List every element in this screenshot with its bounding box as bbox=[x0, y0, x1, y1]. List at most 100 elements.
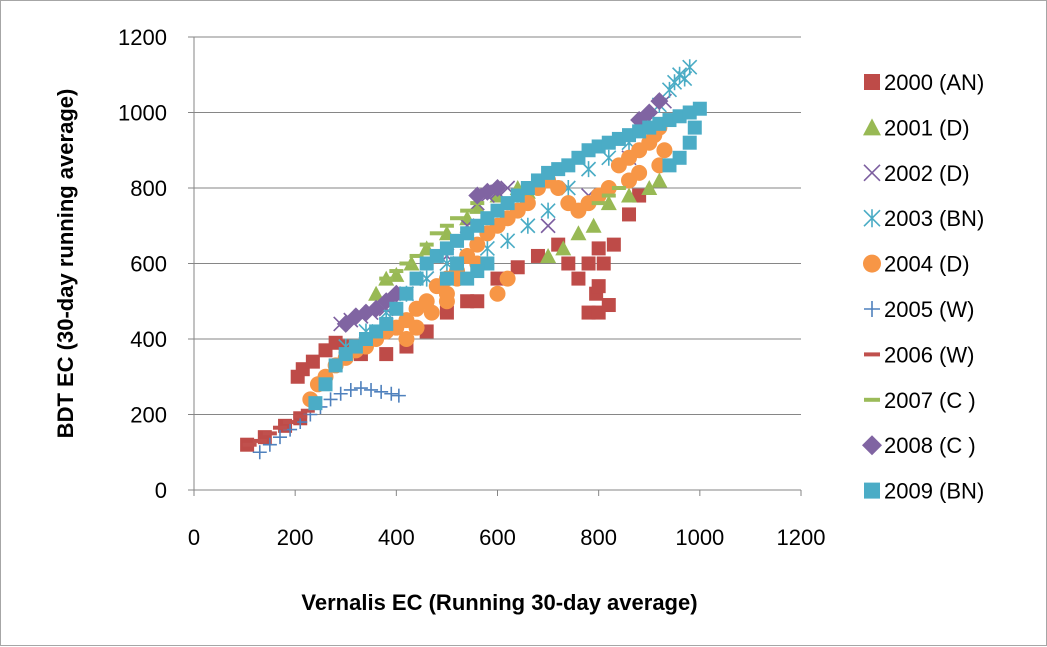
data-point bbox=[687, 120, 702, 135]
legend-marker bbox=[864, 301, 880, 317]
data-point bbox=[318, 377, 333, 392]
data-point bbox=[374, 384, 389, 399]
y-tick-label: 0 bbox=[155, 478, 167, 503]
data-point bbox=[550, 180, 567, 196]
legend-item: 2002 (D) bbox=[863, 161, 970, 186]
legend-item: 2001 (D) bbox=[863, 115, 970, 140]
series-6 bbox=[252, 381, 406, 460]
series-10 bbox=[308, 101, 707, 411]
data-point bbox=[398, 331, 415, 347]
tick-labels: 0 200 400 600 800 1000 1200 0 200 400 600 800 1000 12… bbox=[118, 25, 825, 550]
x-tick-label: 1000 bbox=[675, 525, 724, 550]
legend-item: 2005 (W) bbox=[864, 297, 974, 322]
data-point bbox=[692, 101, 707, 116]
data-point bbox=[601, 298, 616, 313]
data-point bbox=[470, 294, 485, 309]
data-point bbox=[500, 232, 516, 249]
legend-item: 2008 (C ) bbox=[862, 433, 976, 458]
x-tick-label: 200 bbox=[277, 525, 314, 550]
data-point bbox=[499, 270, 516, 287]
data-point bbox=[389, 269, 404, 274]
data-point bbox=[682, 135, 697, 150]
data-point bbox=[379, 276, 394, 281]
data-point bbox=[632, 188, 647, 203]
data-point bbox=[272, 425, 287, 430]
legend-label: 2000 (AN) bbox=[884, 70, 984, 95]
data-point bbox=[530, 248, 545, 263]
data-point bbox=[651, 172, 668, 188]
y-tick-label: 800 bbox=[130, 176, 167, 201]
data-point bbox=[409, 253, 424, 258]
data-point bbox=[272, 430, 287, 445]
legend-item: 2007 (C ) bbox=[864, 388, 976, 413]
x-tick-label: 400 bbox=[378, 525, 415, 550]
data-point bbox=[611, 186, 626, 190]
data-point bbox=[622, 207, 637, 222]
data-point bbox=[520, 217, 536, 234]
series-7 bbox=[242, 408, 315, 447]
legend-label: 2003 (BN) bbox=[884, 206, 984, 231]
data-point bbox=[591, 279, 606, 294]
data-point bbox=[682, 59, 698, 76]
legend-marker bbox=[863, 118, 881, 136]
data-point bbox=[606, 237, 621, 252]
legend-marker bbox=[863, 164, 881, 182]
legend: 2000 (AN) 2001 (D) 2002 (D) 2003 (BN) 2004 (… bbox=[862, 70, 984, 504]
axes bbox=[188, 36, 802, 496]
data-point bbox=[510, 260, 525, 275]
legend-label: 2006 (W) bbox=[884, 342, 974, 367]
data-point bbox=[323, 392, 338, 407]
data-point bbox=[662, 158, 677, 173]
data-point bbox=[252, 445, 267, 460]
legend-marker bbox=[864, 74, 880, 90]
data-point bbox=[343, 382, 358, 397]
data-point bbox=[439, 223, 454, 228]
data-point bbox=[591, 241, 606, 256]
data-point bbox=[596, 256, 611, 271]
data-point bbox=[283, 420, 298, 425]
data-point bbox=[353, 381, 368, 396]
data-point bbox=[438, 293, 455, 310]
y-axis-title: BDT EC (30-day running average) bbox=[53, 89, 78, 439]
data-point bbox=[328, 358, 343, 373]
data-point bbox=[489, 285, 506, 302]
legend-item: 2006 (W) bbox=[864, 342, 974, 367]
data-point bbox=[460, 271, 475, 286]
data-point bbox=[368, 285, 385, 301]
data-point bbox=[601, 193, 616, 198]
legend-label: 2007 (C ) bbox=[884, 388, 976, 413]
data-point bbox=[621, 172, 638, 189]
legend-label: 2009 (BN) bbox=[884, 479, 984, 504]
data-point bbox=[450, 256, 465, 271]
data-point bbox=[469, 236, 486, 253]
y-tick-label: 1200 bbox=[118, 25, 167, 50]
legend-marker bbox=[864, 352, 880, 357]
data-point bbox=[293, 414, 308, 419]
legend-label: 2005 (W) bbox=[884, 297, 974, 322]
data-point bbox=[540, 202, 556, 219]
y-tick-label: 400 bbox=[130, 327, 167, 352]
data-point bbox=[305, 354, 320, 369]
data-point bbox=[439, 271, 454, 286]
data-point bbox=[581, 256, 596, 271]
data-point bbox=[252, 438, 267, 443]
data-point bbox=[399, 286, 414, 301]
legend-label: 2004 (D) bbox=[884, 252, 970, 277]
data-point bbox=[585, 217, 602, 233]
legend-label: 2008 (C ) bbox=[884, 433, 976, 458]
legend-marker bbox=[864, 397, 880, 402]
data-point bbox=[540, 218, 556, 234]
data-point bbox=[364, 382, 379, 397]
data-point bbox=[379, 347, 394, 362]
x-axis-title: Vernalis EC (Running 30-day average) bbox=[301, 590, 697, 615]
data-point bbox=[379, 316, 394, 331]
data-point bbox=[540, 247, 557, 263]
data-point bbox=[262, 431, 277, 436]
data-point bbox=[391, 388, 406, 403]
data-point bbox=[571, 271, 586, 286]
data-point bbox=[408, 319, 425, 336]
data-point bbox=[650, 92, 669, 111]
data-point bbox=[262, 437, 277, 452]
data-point bbox=[555, 240, 572, 256]
